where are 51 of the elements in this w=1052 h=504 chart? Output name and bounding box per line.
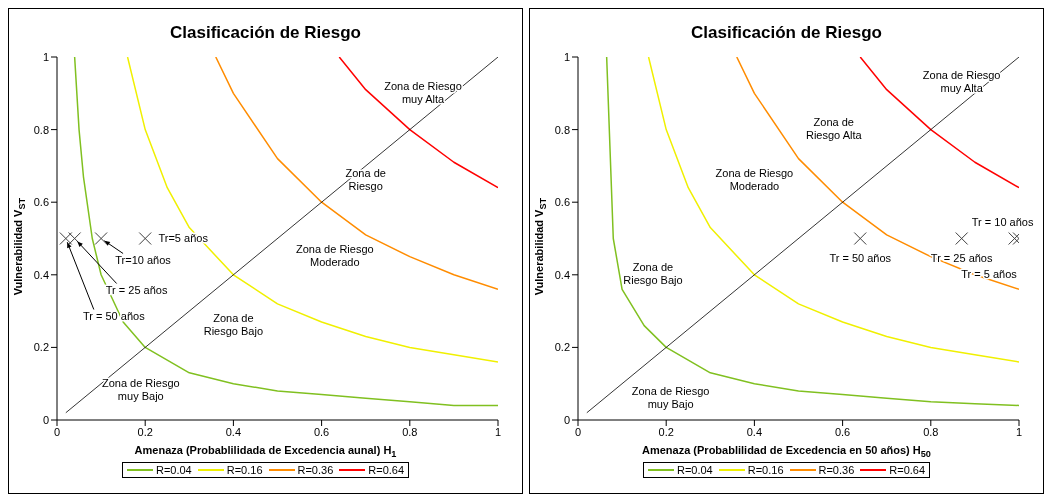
y-tick-label: 1 (563, 50, 570, 63)
y-tick-label: 1 (42, 50, 49, 63)
x-tick-label: 0.6 (834, 425, 851, 438)
y-tick-label: 0.8 (554, 123, 570, 136)
x-tick-label: 0.4 (746, 425, 763, 438)
legend-label: R=0.16 (747, 464, 784, 477)
x-tick-label: 0 (53, 425, 61, 438)
x-tick-label: 0.8 (923, 425, 939, 438)
annotation: Zona de Riesgo Moderado (715, 166, 794, 192)
y-tick-label: 0.4 (33, 268, 49, 281)
x-tick-label: 1 (1015, 425, 1023, 438)
x-tick-label: 0.4 (225, 425, 242, 438)
annotation: Tr=10 años (115, 253, 172, 266)
x-tick-label: 1 (494, 425, 502, 438)
annotation: Zona de Riesgo muy Alta (922, 68, 1001, 94)
x-tick-label: 0.2 (658, 425, 674, 438)
annotation: Tr = 50 años (829, 251, 892, 264)
legend-label: R=0.04 (155, 464, 192, 477)
chart-title: Clasificación de Riesgo (169, 23, 362, 44)
y-tick-label: 0.6 (33, 196, 49, 209)
legend-label: R=0.16 (226, 464, 263, 477)
x-tick-label: 0.6 (313, 425, 330, 438)
legend-label: R=0.36 (297, 464, 334, 477)
y-tick-label: 0.2 (33, 341, 49, 354)
annotation: Zona de Riesgo Bajo (203, 312, 264, 338)
legend-label: R=0.64 (368, 464, 405, 477)
x-tick-label: 0.2 (137, 425, 153, 438)
y-tick-label: 0 (563, 413, 570, 426)
annotation: Zona de Riesgo muy Alta (384, 79, 462, 105)
chart-title: Clasificación de Riesgo (690, 23, 883, 44)
annotation: Zona de Riesgo Moderado (295, 243, 374, 269)
line-series (215, 57, 498, 291)
y-tick-label: 0.6 (554, 196, 570, 209)
x-axis-title: Amenaza (Probablilidad de Excedencia en 50 años) H$_{50}$ (641, 444, 932, 460)
y-tick-label: 0.4 (554, 268, 570, 281)
y-tick-label: 0 (42, 413, 49, 426)
x-tick-label: 0 (574, 425, 582, 438)
x-tick-label: 0.8 (402, 425, 418, 438)
legend-label: R=0.64 (889, 464, 926, 477)
y-tick-label: 0.8 (33, 123, 49, 136)
x-axis-title: Amenaza (Probablilidada de Excedencia aunal) H$_{1}$ (133, 444, 398, 460)
legend-label: R=0.04 (676, 464, 713, 477)
annotation: Zona de Riesgo Alta (805, 116, 863, 142)
annotation: Zona de Riesgo Bajo (623, 261, 683, 287)
annotation: Zona de Riesgo (345, 166, 386, 192)
annotation: Tr = 50 años (82, 309, 146, 322)
annotation: Tr = 10 años (971, 215, 1034, 228)
annotation: Zona de Riesgo muy Bajo (631, 384, 710, 410)
y-tick-label: 0.2 (554, 341, 570, 354)
legend-label: R=0.36 (818, 464, 855, 477)
annotation: Zona de Riesgo muy Bajo (101, 377, 180, 403)
